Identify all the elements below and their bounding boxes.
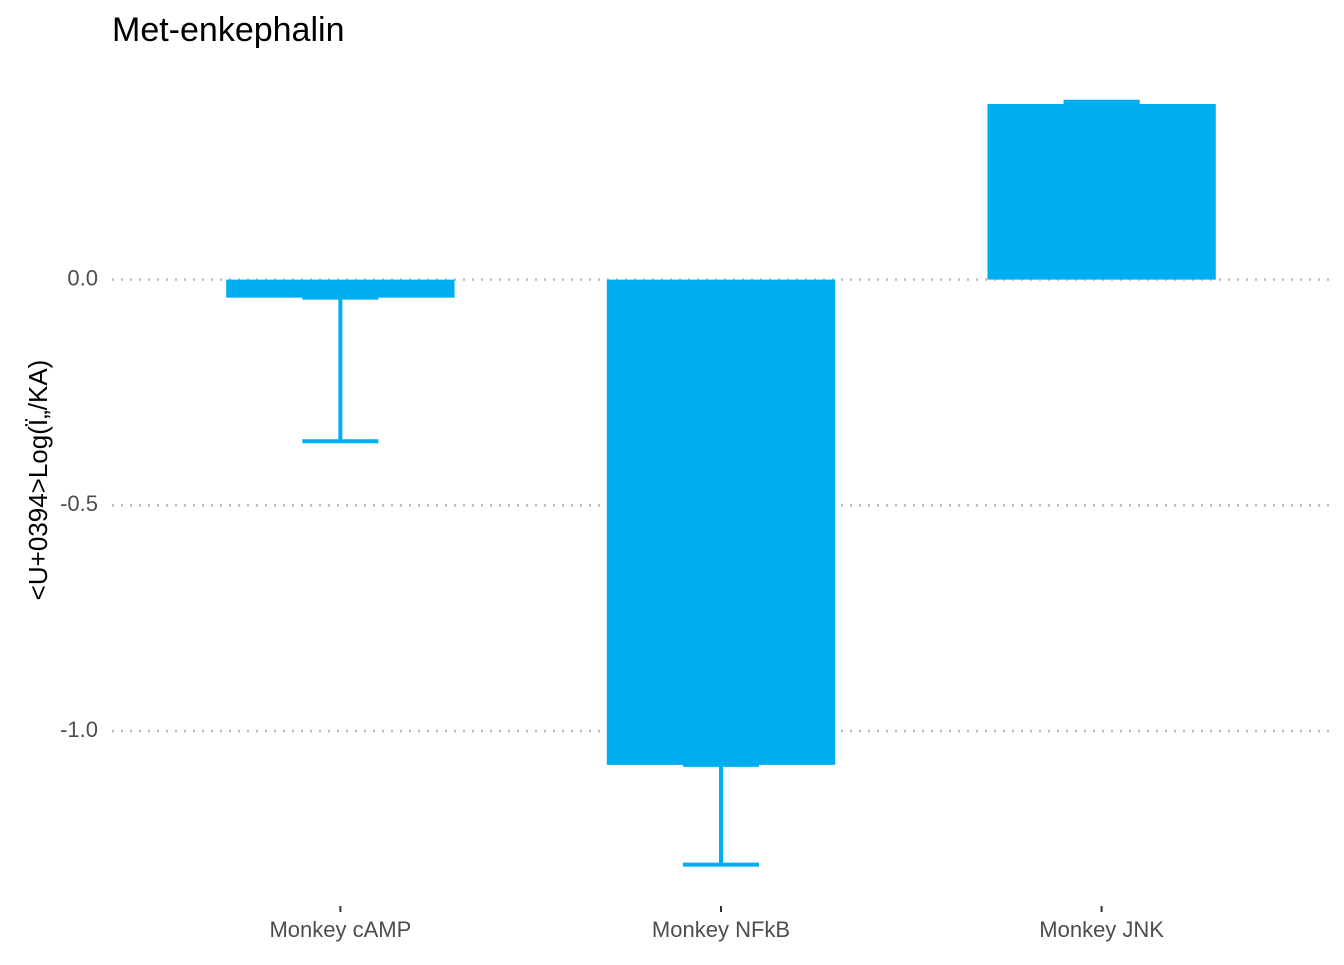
bar xyxy=(606,279,836,765)
y-tick-label: 0.0 xyxy=(67,265,98,290)
x-tick-label: Monkey cAMP xyxy=(269,917,411,942)
y-axis-label: <U+0394>Log(Ï„/KA) xyxy=(23,360,53,601)
bar xyxy=(987,103,1216,280)
bar xyxy=(226,279,455,298)
x-tick-label: Monkey NFkB xyxy=(652,917,790,942)
y-tick-label: -0.5 xyxy=(60,491,98,516)
chart-title: Met-enkephalin xyxy=(112,11,344,49)
y-tick-label: -1.0 xyxy=(60,717,98,742)
x-tick-label: Monkey JNK xyxy=(1039,917,1164,942)
